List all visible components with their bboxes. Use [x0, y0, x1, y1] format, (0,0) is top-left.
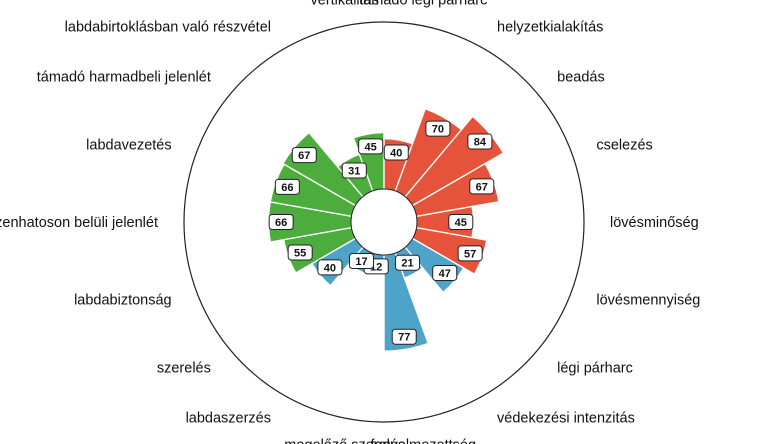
category-label: vertikalitás	[311, 0, 380, 8]
bar-cselezés	[412, 163, 499, 217]
value-label: 40	[383, 144, 409, 161]
value-label-box	[467, 133, 493, 150]
value-label-text: 40	[324, 262, 336, 274]
value-label-box	[395, 254, 421, 271]
center-hole	[350, 188, 418, 256]
value-label: 31	[341, 162, 367, 179]
category-label: védekezési intenzitás	[497, 411, 635, 427]
bar-fegyelmezettség	[384, 253, 428, 351]
spoke	[225, 227, 352, 251]
value-label-text: 66	[281, 182, 293, 194]
value-label-text: 47	[439, 268, 451, 280]
spoke	[416, 193, 543, 217]
value-label: 57	[457, 245, 483, 262]
value-label-text: 40	[390, 147, 402, 159]
category-label: fegyelmezettség	[370, 438, 476, 444]
category-label: helyzetkialakítás	[497, 19, 603, 35]
value-label-text: 55	[294, 248, 306, 260]
value-label-box	[425, 120, 451, 137]
category-label: labdabirtoklásban való részvétel	[65, 19, 271, 35]
category-label: légi párharc	[557, 360, 633, 376]
category-label: lövésmennyiség	[596, 292, 700, 308]
bar-lövésmennyiség	[412, 227, 487, 274]
value-label-text: 77	[398, 332, 410, 344]
outer-ring	[183, 21, 585, 423]
value-label-text: 31	[348, 166, 360, 178]
value-label-box	[457, 245, 483, 262]
spoke	[412, 140, 524, 207]
value-label: 66	[268, 214, 294, 230]
value-label: 70	[425, 120, 451, 137]
category-label: lövésminőség	[610, 215, 699, 231]
value-label-text: 45	[365, 141, 377, 153]
value-label-box	[432, 264, 458, 281]
value-label-box	[349, 252, 374, 269]
category-label: szerelés	[157, 360, 211, 376]
category-label: megelőző szerelés	[284, 438, 405, 444]
value-label-box	[383, 144, 409, 161]
category-labels-layer: támadó légi párharc helyzetkialakítás bead…	[0, 0, 700, 444]
category-label: tizenhatoson belüli jelenlét	[0, 215, 158, 231]
value-label-box	[391, 328, 417, 345]
spoke	[225, 193, 352, 217]
value-label-box	[268, 214, 294, 230]
category-label: támadó légi párharc	[359, 0, 487, 8]
value-label: 77	[391, 328, 417, 345]
spoke	[394, 70, 440, 192]
value-label-box	[448, 214, 474, 230]
spoke	[244, 140, 356, 207]
value-label-box	[358, 138, 384, 155]
value-label-text: 84	[474, 137, 487, 149]
value-label: 55	[287, 244, 313, 261]
value-label-text: 57	[464, 248, 476, 260]
value-label-box	[317, 259, 343, 276]
category-label: beadás	[557, 70, 605, 86]
spoke	[412, 237, 524, 304]
value-label: 21	[395, 254, 421, 271]
value-label-box	[287, 244, 313, 261]
spoke	[404, 98, 489, 198]
value-label: 17	[349, 252, 374, 269]
spoke	[244, 237, 356, 304]
value-label-text: 17	[355, 256, 367, 268]
value-label: 47	[432, 264, 458, 281]
value-label-text: 21	[401, 258, 413, 270]
value-label: 84	[467, 133, 493, 150]
bar-tizenhatoson-belüli-jelenlét	[269, 202, 352, 242]
category-label: labdaszerzés	[186, 411, 271, 427]
value-label: 45	[448, 214, 474, 230]
value-label: 45	[358, 138, 384, 155]
spoke	[416, 227, 543, 251]
value-label-text: 66	[275, 217, 287, 229]
value-label-box	[341, 162, 367, 179]
value-label-text: 70	[432, 124, 444, 136]
value-label-box	[274, 178, 300, 195]
category-label: labdavezetés	[86, 138, 171, 154]
category-label: támadó harmadbeli jelenlét	[37, 70, 211, 86]
bar-labdabiztonság	[284, 227, 356, 273]
bar-labdavezetés	[270, 164, 356, 217]
value-label: 66	[274, 178, 300, 195]
category-label: labdabiztonság	[74, 292, 172, 308]
value-label: 67	[469, 178, 495, 195]
value-label: 67	[291, 147, 317, 164]
category-label: cselezés	[596, 138, 652, 154]
value-label-text: 67	[476, 181, 488, 193]
value-label: 40	[317, 259, 343, 276]
value-label-box	[291, 147, 317, 164]
value-label-text: 67	[298, 150, 310, 162]
value-label-text: 45	[455, 217, 467, 229]
value-label-box	[469, 178, 495, 195]
spoke	[279, 98, 364, 198]
spoke	[394, 252, 440, 374]
